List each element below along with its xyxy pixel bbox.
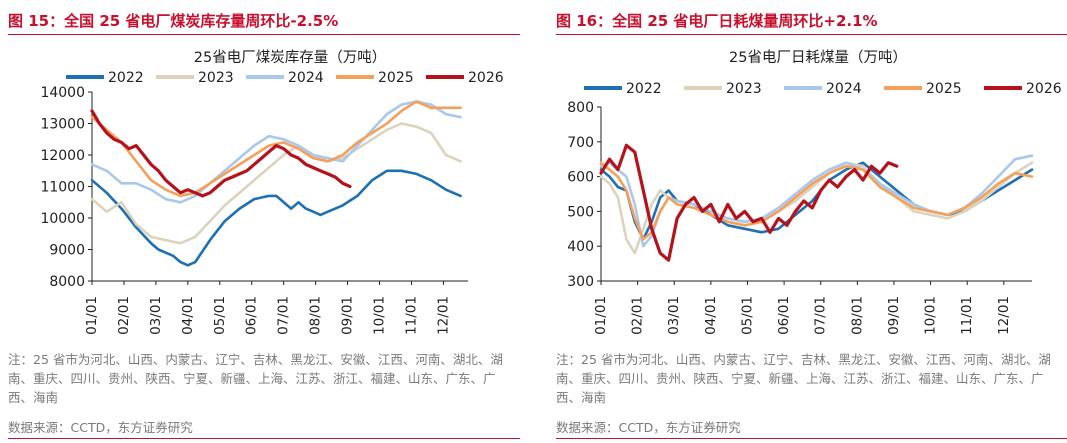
series-line-2026	[90, 109, 352, 198]
x-tick-label: 11/01	[403, 296, 419, 335]
x-tick-label: 05/01	[212, 296, 228, 335]
data-source: 数据来源：CCTD，东方证券研究	[8, 420, 193, 435]
x-tick-label: 06/01	[244, 296, 260, 335]
series-line-2025	[599, 161, 1034, 241]
x-tick-label: 01/01	[593, 296, 609, 335]
y-tick-label: 400	[567, 239, 594, 255]
x-tick-label: 03/01	[666, 296, 682, 335]
x-tick-label: 12/01	[435, 296, 451, 335]
title-rule	[556, 34, 1067, 35]
y-tick-label: 500	[567, 204, 594, 220]
coal-stock-chart: 25省电厂煤炭库存量（万吨） 2022 2023 2024 2025 2026 8000 90…	[40, 49, 504, 335]
y-tick-label: 300	[567, 274, 594, 290]
title-rule	[8, 34, 520, 35]
bottom-rule	[8, 438, 520, 439]
x-tick-label: 09/01	[340, 296, 356, 335]
legend-label-2026: 2026	[1026, 81, 1062, 97]
y-tick-label: 700	[567, 135, 594, 151]
x-tick-label: 06/01	[776, 296, 792, 335]
legend-label-2023: 2023	[198, 70, 234, 86]
chart-note: 注：25 省市为河北、山西、内蒙古、辽宁、吉林、黑龙江、安徽、江西、河南、湖北、…	[556, 352, 1051, 405]
chart-title: 25省电厂煤炭库存量（万吨）	[194, 49, 386, 66]
chart-note: 注：25 省市为河北、山西、内蒙古、辽宁、吉林、黑龙江、安徽、江西、河南、湖北、…	[8, 352, 503, 405]
series-line-2023	[90, 122, 462, 245]
x-tick-label: 02/01	[630, 296, 646, 335]
x-tick-label: 07/01	[813, 296, 829, 335]
chart-title: 25省电厂日耗煤量（万吨）	[729, 49, 907, 66]
x-tick-label: 12/01	[996, 296, 1012, 335]
x-tick-label: 10/01	[923, 296, 939, 335]
y-tick-label: 9000	[49, 243, 85, 259]
x-tick-label: 10/01	[372, 296, 388, 335]
legend-label-2025: 2025	[926, 81, 962, 97]
data-source: 数据来源：CCTD，东方证券研究	[556, 420, 741, 435]
bottom-rule	[556, 438, 1067, 439]
y-tick-label: 12000	[40, 148, 85, 164]
x-tick-label: 04/01	[703, 296, 719, 335]
series-line-2025	[90, 100, 462, 198]
legend-label-2022: 2022	[108, 70, 144, 86]
y-tick-label: 8000	[49, 274, 85, 290]
legend-label-2025: 2025	[378, 70, 414, 86]
x-tick-label: 08/01	[849, 296, 865, 335]
y-tick-label: 11000	[40, 180, 85, 196]
y-tick-label: 800	[567, 100, 594, 116]
legend-label-2024: 2024	[826, 81, 862, 97]
legend-label-2022: 2022	[626, 81, 662, 97]
panel-daily-consumption: 图 16：全国 25 省电厂日耗煤量周环比+2.1% 25省电厂日耗煤量（万吨）…	[548, 0, 1067, 443]
series-line-2024	[90, 100, 462, 204]
figure-title: 图 15：全国 25 省电厂煤炭库存量周环比-2.5%	[8, 12, 339, 30]
legend-label-2023: 2023	[726, 81, 762, 97]
panel-coal-stock: 图 15：全国 25 省电厂煤炭库存量周环比-2.5% 25省电厂煤炭库存量（万…	[0, 0, 520, 443]
x-tick-label: 05/01	[739, 296, 755, 335]
figure-title: 图 16：全国 25 省电厂日耗煤量周环比+2.1%	[556, 12, 878, 30]
x-tick-label: 03/01	[148, 296, 164, 335]
series-line-2022	[90, 169, 462, 267]
x-tick-label: 07/01	[276, 296, 292, 335]
y-tick-label: 600	[567, 170, 594, 186]
x-tick-label: 01/01	[84, 296, 100, 335]
y-tick-label: 13000	[40, 117, 85, 133]
y-tick-label: 14000	[40, 85, 85, 101]
x-tick-label: 08/01	[308, 296, 324, 335]
x-tick-label: 09/01	[886, 296, 902, 335]
legend-label-2024: 2024	[288, 70, 324, 86]
x-tick-label: 11/01	[959, 296, 975, 335]
series-line-2026	[599, 143, 899, 262]
x-tick-label: 04/01	[180, 296, 196, 335]
x-tick-label: 02/01	[116, 296, 132, 335]
daily-consumption-chart: 25省电厂日耗煤量（万吨） 2022 2023 2024 2025 2026 300 400 5…	[567, 49, 1062, 335]
y-tick-label: 10000	[40, 211, 85, 227]
legend-label-2026: 2026	[468, 70, 504, 86]
